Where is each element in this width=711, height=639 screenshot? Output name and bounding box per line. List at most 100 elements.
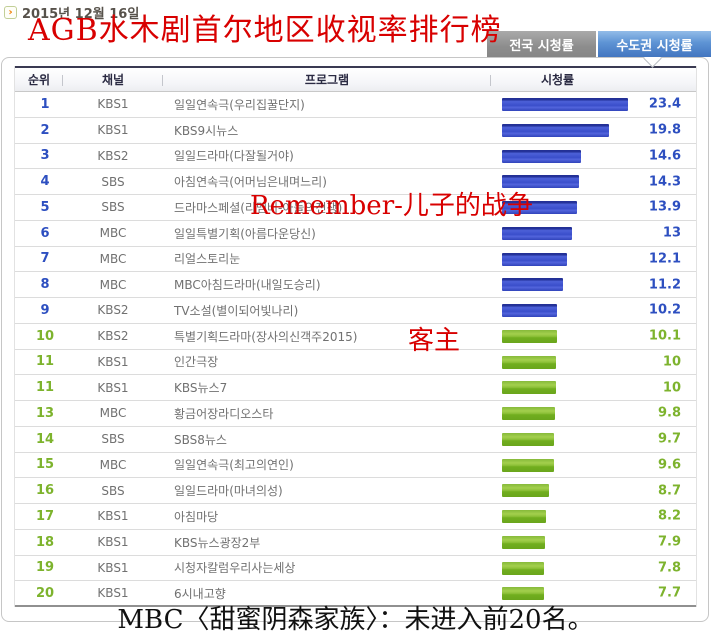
rating-cell: 10	[491, 375, 698, 400]
channel-cell: KBS1	[97, 509, 129, 524]
table-row: 14 SBS SBS8뉴스 9.7	[15, 427, 696, 453]
rating-tabs: 전국 시청률 수도권 시청률	[487, 31, 711, 57]
rank-cell: 18	[35, 534, 55, 550]
header-channel: 채널	[63, 68, 163, 91]
program-cell: 일일특별기획(아름다운당신)	[174, 226, 316, 241]
rank-cell: 20	[35, 585, 55, 601]
rating-bar	[502, 252, 568, 266]
channel-cell: SBS	[101, 432, 125, 447]
rank-cell: 15	[35, 457, 55, 473]
program-cell: 일일드라마(마녀의성)	[174, 484, 283, 499]
channel-cell: SBS	[101, 483, 125, 498]
rating-value: 8.2	[657, 508, 681, 524]
program-cell: 아침마당	[174, 509, 219, 524]
table-header: 순위 채널 프로그램 시청률	[15, 66, 696, 92]
channel-cell: MBC	[99, 226, 127, 241]
rank-cell: 3	[40, 148, 50, 164]
channel-cell: KBS2	[97, 148, 129, 163]
rank-cell: 17	[35, 508, 55, 524]
rating-bar	[502, 510, 547, 523]
rating-bar	[502, 355, 556, 369]
rating-bar	[502, 561, 545, 575]
table-row: 11 KBS1 인간극장 10	[15, 350, 696, 376]
rank-cell: 6	[40, 225, 50, 241]
table-row: 16 SBS 일일드라마(마녀의성) 8.7	[15, 478, 696, 504]
rating-bar	[502, 458, 554, 472]
rating-cell: 7.7	[491, 581, 698, 605]
program-cell: TV소설(별이되어빛나리)	[174, 303, 299, 318]
rating-cell: 10.2	[491, 298, 698, 323]
table-row: 20 KBS1 6시내고향 7.7	[15, 581, 696, 607]
arrow-right-icon[interactable]: ›	[4, 6, 17, 19]
table-row: 1 KBS1 일일연속극(우리집꿀단지) 23.4	[15, 92, 696, 118]
program-cell: 6시내고향	[174, 586, 226, 601]
rating-cell: 9.8	[491, 401, 698, 426]
rating-value: 14.6	[648, 148, 681, 164]
date-row: › 2015년 12월 16일	[4, 3, 139, 22]
tab-metropolitan-ratings[interactable]: 수도권 시청률	[598, 31, 711, 57]
rating-value: 10	[662, 380, 681, 396]
rating-bar	[502, 484, 549, 498]
program-cell: KBS뉴스7	[174, 381, 228, 396]
table-row: 17 KBS1 아침마당 8.2	[15, 504, 696, 530]
rating-value: 8.7	[657, 483, 681, 499]
rating-value: 13.9	[648, 199, 681, 215]
rating-cell: 14.6	[491, 144, 698, 169]
table-row: 19 KBS1 시청자칼럼우리사는세상 7.8	[15, 556, 696, 582]
program-cell: 아침연속극(어머님은내며느리)	[174, 175, 327, 190]
header-rating: 시청률	[540, 73, 575, 87]
table-row: 3 KBS2 일일드라마(다잘될거야) 14.6	[15, 144, 696, 170]
program-cell: MBC아침드라마(내일도승리)	[174, 278, 321, 293]
rating-value: 23.4	[648, 96, 681, 112]
rank-cell: 14	[35, 431, 55, 447]
table-row: 9 KBS2 TV소설(별이되어빛나리) 10.2	[15, 298, 696, 324]
rating-bar	[502, 123, 609, 137]
rating-value: 9.8	[657, 405, 681, 421]
program-cell: KBS9시뉴스	[174, 123, 239, 138]
rating-cell: 13.9	[491, 195, 698, 220]
rating-bar	[502, 201, 578, 214]
rating-cell: 11.2	[491, 272, 698, 297]
program-cell: KBS뉴스광장2부	[174, 535, 261, 550]
channel-cell: KBS1	[97, 97, 129, 112]
table-row: 4 SBS 아침연속극(어머님은내며느리) 14.3	[15, 169, 696, 195]
rank-cell: 2	[40, 122, 50, 138]
rating-value: 19.8	[648, 122, 681, 138]
date-label: 2015년 12월 16일	[22, 7, 140, 22]
rating-value: 13	[662, 225, 681, 241]
tab-nationwide-ratings[interactable]: 전국 시청률	[487, 31, 596, 57]
channel-cell: KBS1	[97, 560, 129, 575]
program-cell: 인간극장	[174, 355, 219, 370]
rating-value: 7.8	[657, 560, 681, 576]
rating-value: 9.7	[657, 431, 681, 447]
rating-value: 10.2	[648, 302, 681, 318]
channel-cell: KBS1	[97, 354, 129, 369]
channel-cell: KBS1	[97, 380, 129, 395]
rank-cell: 13	[35, 405, 55, 421]
channel-cell: MBC	[99, 457, 127, 472]
rating-cell: 9.6	[491, 453, 698, 478]
program-cell: 시청자칼럼우리사는세상	[174, 561, 296, 576]
channel-cell: KBS2	[97, 303, 129, 318]
rating-cell: 8.7	[491, 478, 698, 503]
channel-cell: KBS1	[97, 586, 129, 601]
program-cell: 황금어장라디오스타	[174, 406, 274, 421]
rating-value: 10.1	[648, 328, 681, 344]
overlay-kezhu-annotation: 客主	[408, 326, 461, 356]
rating-cell: 13	[491, 221, 698, 246]
rating-cell: 7.8	[491, 556, 698, 581]
program-cell: 일일드라마(다잘될거야)	[174, 149, 294, 164]
rating-bar	[502, 587, 544, 601]
rating-bar	[502, 535, 545, 549]
header-rank: 순위	[15, 68, 63, 91]
rating-cell: 7.9	[491, 530, 698, 555]
rating-value: 7.9	[657, 534, 681, 550]
header-program: 프로그램	[163, 68, 491, 91]
rating-cell: 8.2	[491, 504, 698, 529]
rating-bar	[502, 329, 557, 343]
table-row: 11 KBS1 KBS뉴스7 10	[15, 375, 696, 401]
program-cell: SBS8뉴스	[174, 432, 227, 447]
table-row: 15 MBC 일일연속극(최고의연인) 9.6	[15, 453, 696, 479]
rating-value: 9.6	[657, 457, 681, 473]
table-row: 2 KBS1 KBS9시뉴스 19.8	[15, 118, 696, 144]
